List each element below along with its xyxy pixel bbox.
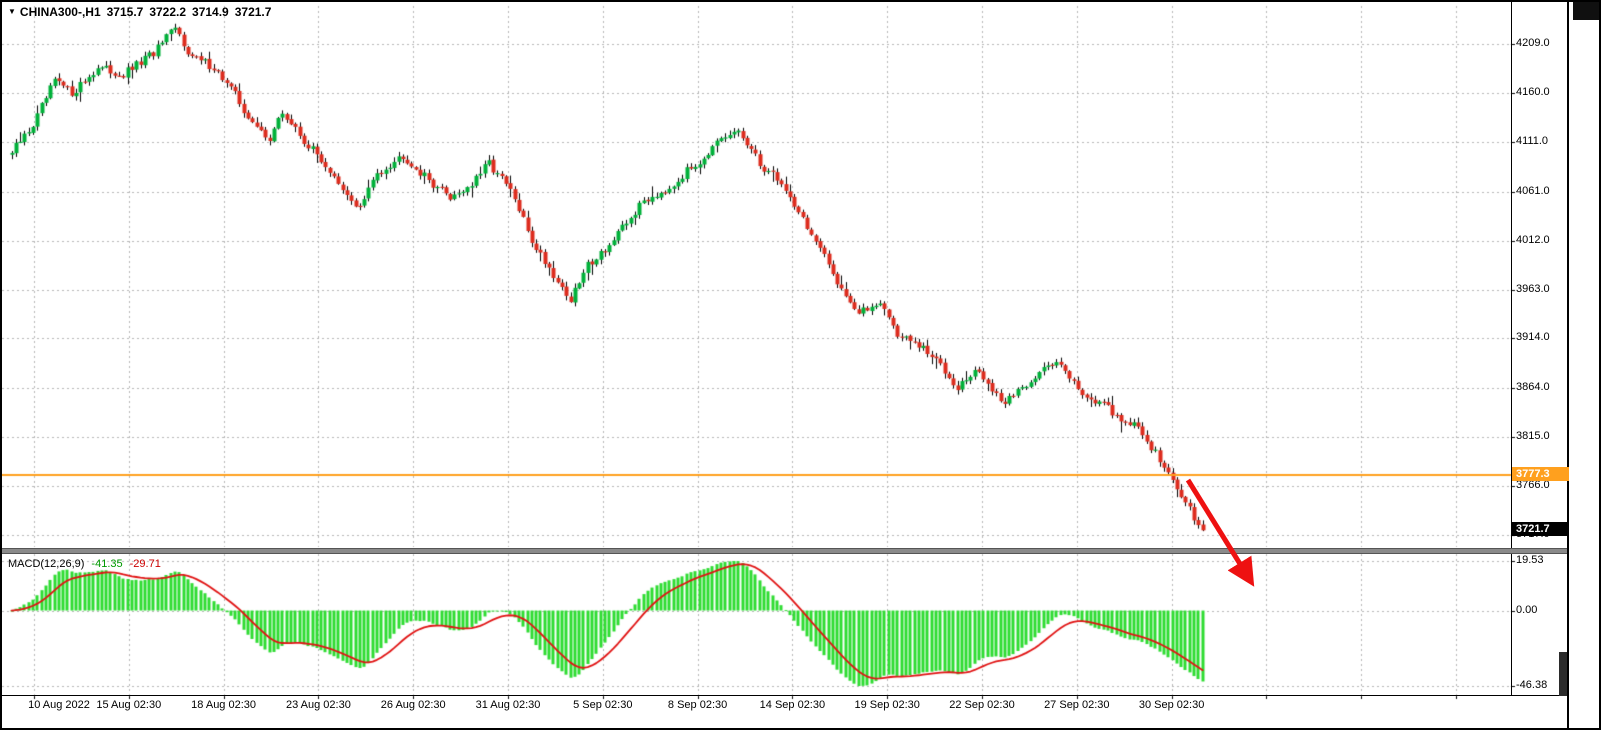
time-tick-label: 15 Aug 02:30 — [96, 699, 162, 711]
time-tick-label: 31 Aug 02:30 — [475, 699, 541, 711]
time-tick-label: 23 Aug 02:30 — [285, 699, 351, 711]
price-tick-label: 4012.0 — [1516, 233, 1550, 246]
symbol-name: CHINA300-,H1 — [19, 5, 101, 19]
time-tick-label: 14 Sep 02:30 — [759, 699, 826, 711]
time-tick-label: 8 Sep 02:30 — [667, 699, 728, 711]
price-tick-label: 3963.0 — [1516, 282, 1550, 295]
price-tick-label: 3864.0 — [1516, 381, 1550, 394]
price-tick-label: 4160.0 — [1516, 85, 1550, 98]
time-tick-label: 22 Sep 02:30 — [949, 699, 1015, 711]
scrollbar-thumb[interactable] — [1559, 652, 1567, 696]
macd-tick-label: -46.38 — [1516, 679, 1548, 691]
macd-indicator-label: MACD(12,26,9) -41.35 -29.71 — [8, 558, 161, 570]
right-strip — [1559, 2, 1599, 728]
time-axis-line — [2, 695, 1569, 696]
time-tick-label: 10 Aug 2022 — [28, 699, 90, 711]
time-tick-label: 26 Aug 02:30 — [380, 699, 446, 711]
symbol-dropdown-icon[interactable]: ▼ — [8, 7, 16, 16]
quote-open: 3715.7 — [106, 5, 144, 19]
quote-high: 3722.2 — [149, 5, 187, 19]
macd-tick-label: 0.00 — [1516, 603, 1538, 616]
time-tick-label: 19 Sep 02:30 — [854, 699, 920, 711]
axis-divider-line — [1511, 2, 1512, 696]
macd-name: MACD(12,26,9) — [8, 558, 85, 570]
price-tick-label: 4061.0 — [1516, 184, 1550, 197]
price-tick-label: 3766.0 — [1516, 479, 1550, 492]
macd-signal-value: -29.71 — [129, 558, 161, 570]
last-price-tag: 3721.7 — [1512, 522, 1569, 537]
time-tick-label: 27 Sep 02:30 — [1044, 699, 1110, 711]
price-tick-label: 4209.0 — [1516, 37, 1550, 49]
panel-separator[interactable] — [2, 548, 1569, 554]
price-tick-label: 4111.0 — [1516, 134, 1549, 147]
price-tick-label: 3815.0 — [1516, 430, 1550, 443]
time-tick-label: 30 Sep 02:30 — [1138, 699, 1205, 711]
time-tick-label: 5 Sep 02:30 — [573, 699, 633, 711]
time-tick-label: 18 Aug 02:30 — [191, 699, 257, 711]
hline-price-tag: 3777.3 — [1512, 466, 1569, 481]
quote-close: 3721.7 — [234, 5, 272, 19]
macd-main-value: -41.35 — [91, 558, 123, 570]
price-tick-label: 3914.0 — [1516, 331, 1550, 344]
macd-tick-label: 19.53 — [1516, 554, 1544, 566]
window-corner-box — [1573, 2, 1599, 20]
quote-low: 3714.9 — [192, 5, 229, 19]
symbol-bar: ▼ CHINA300-,H1 3715.7 3722.2 3714.9 3721.7 — [8, 5, 271, 19]
